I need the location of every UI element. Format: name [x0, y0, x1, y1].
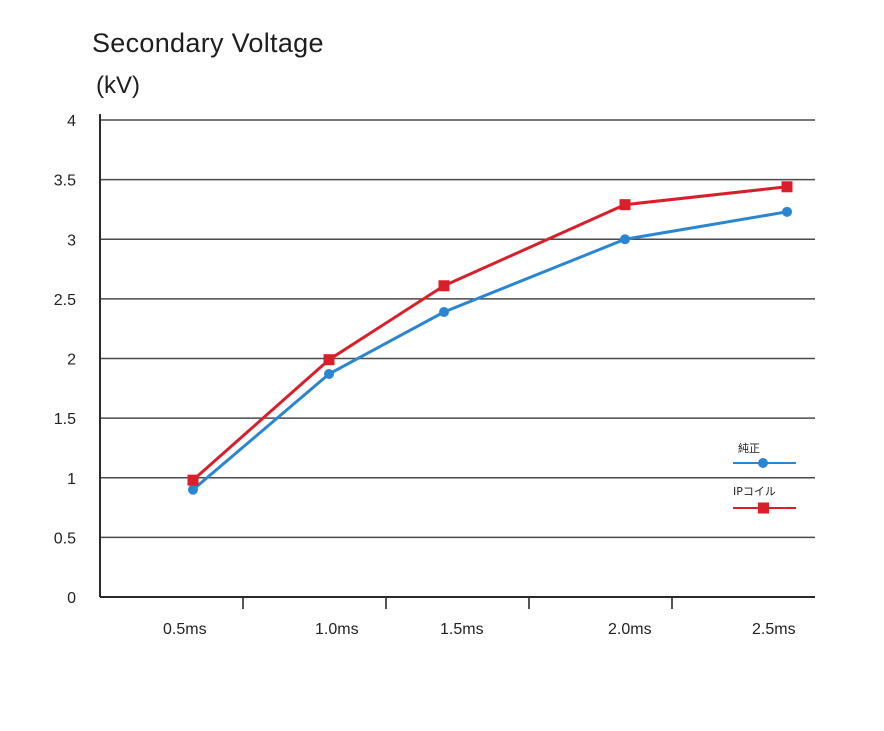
series-0-point-1 — [324, 369, 334, 380]
series-1-point-3 — [619, 199, 631, 211]
series-1-point-0 — [187, 474, 199, 486]
y-axis-unit: (kV) — [96, 72, 140, 99]
y-tick-label-0: 0 — [67, 590, 76, 607]
series-0-point-0 — [188, 484, 198, 495]
series-0-point-2 — [439, 306, 449, 317]
series-0-point-4 — [782, 206, 792, 217]
chart-title: Secondary Voltage — [92, 28, 324, 58]
x-tick-label-1: 1.0ms — [315, 621, 359, 638]
y-tick-label-8: 4 — [67, 113, 76, 130]
legend-marker-1 — [758, 502, 769, 514]
y-tick-label-5: 2.5 — [54, 292, 76, 309]
x-tick-label-0: 0.5ms — [163, 621, 207, 638]
series-1-point-1 — [323, 354, 335, 366]
y-tick-label-3: 1.5 — [54, 411, 76, 428]
legend-marker-0 — [758, 458, 768, 468]
y-tick-label-2: 1 — [67, 471, 76, 488]
series-line-0 — [192, 210, 788, 491]
y-tick-label-7: 3.5 — [54, 173, 76, 190]
legend-label-1: IPコイル — [733, 485, 776, 498]
legend-label-0: 純正 — [738, 442, 760, 455]
series-1-point-2 — [438, 280, 450, 292]
series-1-point-4 — [781, 181, 793, 193]
series-0-point-3 — [620, 234, 630, 245]
y-tick-label-6: 3 — [67, 232, 76, 249]
y-tick-label-4: 2 — [67, 352, 76, 369]
series-line-1 — [192, 185, 788, 482]
x-tick-label-4: 2.5ms — [752, 621, 796, 638]
x-tick-label-2: 1.5ms — [440, 621, 484, 638]
y-tick-label-1: 0.5 — [54, 530, 76, 547]
x-tick-label-3: 2.0ms — [608, 621, 652, 638]
